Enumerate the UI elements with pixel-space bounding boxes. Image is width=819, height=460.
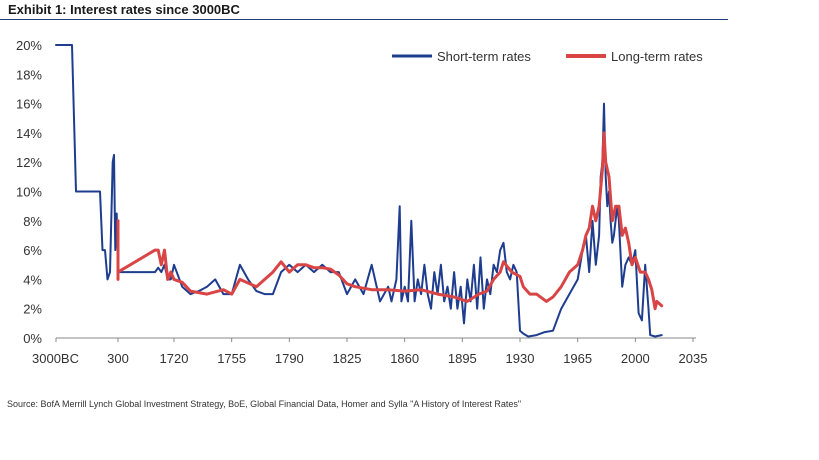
x-tick-label: 1930 <box>506 351 535 366</box>
y-tick-label: 18% <box>16 67 42 82</box>
y-tick-label: 16% <box>16 97 42 112</box>
legend: Short-term rates Long-term rates <box>392 49 703 64</box>
x-tick-label: 1790 <box>275 351 304 366</box>
short-term-rates-line <box>55 44 663 338</box>
y-tick-label: 2% <box>23 302 42 317</box>
legend-label-long-term: Long-term rates <box>611 49 703 64</box>
interest-rate-chart: 0% 2% 4% 6% 8% 10% 12% 14% 16% 18% 20% 3000BC 300 17… <box>16 38 707 366</box>
x-tick-label: 1860 <box>390 351 419 366</box>
x-tick-label: 300 <box>107 351 129 366</box>
x-tick-label: 1755 <box>217 351 246 366</box>
x-tick-label: 1965 <box>563 351 592 366</box>
y-tick-label: 6% <box>23 243 42 258</box>
x-axis-ticks: 3000BC 300 1720 1755 1790 1825 1860 1895 1930 196… <box>32 338 707 366</box>
y-tick-label: 10% <box>16 185 42 200</box>
y-tick-label: 12% <box>16 155 42 170</box>
series-layer <box>55 44 664 338</box>
legend-label-short-term: Short-term rates <box>437 49 531 64</box>
y-axis-ticks: 0% 2% 4% 6% 8% 10% 12% 14% 16% 18% 20% <box>16 38 42 346</box>
title-divider <box>0 19 728 20</box>
long-term-rates-line <box>116 131 664 311</box>
x-tick-label: 2000 <box>621 351 650 366</box>
x-tick-label: 3000BC <box>32 351 79 366</box>
y-tick-label: 4% <box>23 272 42 287</box>
x-tick-label: 1720 <box>160 351 189 366</box>
x-tick-label: 1895 <box>448 351 477 366</box>
x-tick-label: 1825 <box>333 351 362 366</box>
x-tick-label: 2035 <box>679 351 708 366</box>
y-tick-label: 8% <box>23 214 42 229</box>
y-tick-label: 0% <box>23 331 42 346</box>
y-tick-label: 14% <box>16 126 42 141</box>
source-note: Source: BofA Merrill Lynch Global Invest… <box>7 399 522 409</box>
page-title: Exhibit 1: Interest rates since 3000BC <box>8 2 240 17</box>
y-tick-label: 20% <box>16 38 42 53</box>
